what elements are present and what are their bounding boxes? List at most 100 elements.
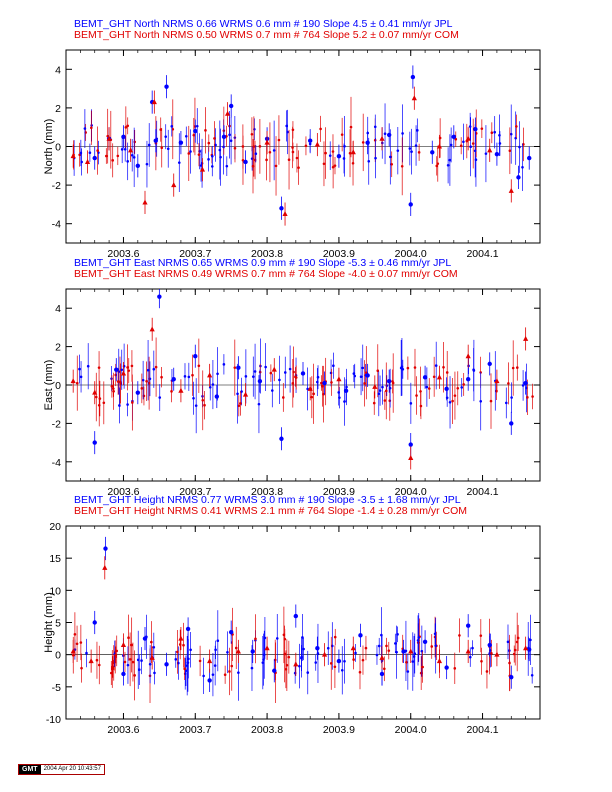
data-point [324, 151, 327, 155]
series-point [142, 199, 148, 205]
data-point [367, 160, 371, 163]
data-point [145, 379, 148, 383]
series-point [336, 376, 342, 382]
data-point [406, 670, 410, 673]
data-point [198, 659, 202, 663]
data-point [97, 663, 101, 667]
series-point [436, 658, 443, 664]
data-point [326, 646, 330, 650]
data-point [332, 364, 335, 368]
data-point [442, 365, 445, 369]
series-point [465, 623, 471, 628]
series-point [92, 620, 97, 625]
series-point [473, 126, 478, 132]
series-point [293, 613, 299, 619]
data-point [333, 164, 337, 167]
data-point [531, 395, 534, 398]
data-point [480, 659, 483, 663]
legend-entry: BEMT_GHT North NRMS 0.66 WRMS 0.6 mm # 1… [74, 18, 453, 30]
series-point [343, 388, 349, 393]
x-tick-label: 2003.8 [251, 248, 283, 260]
data-point [515, 366, 519, 369]
series-point [272, 668, 277, 673]
data-point [390, 162, 394, 166]
series-point [70, 153, 76, 159]
data-point [321, 384, 324, 388]
data-point [274, 164, 278, 168]
data-point [372, 401, 376, 405]
series-point [171, 377, 176, 382]
series-point [70, 378, 76, 384]
data-point [291, 146, 294, 149]
data-point [349, 125, 353, 129]
series-point [193, 128, 198, 134]
data-point [211, 383, 215, 386]
data-point [373, 125, 377, 129]
x-tick-label: 2004.1 [466, 486, 498, 498]
data-point [377, 644, 381, 648]
data-point [400, 365, 404, 369]
data-point [468, 125, 472, 128]
series-point [408, 202, 413, 207]
data-point [385, 384, 389, 387]
x-tick-label: 2004.0 [395, 248, 427, 260]
data-point [298, 664, 301, 668]
data-point [432, 375, 436, 379]
data-point [250, 666, 254, 670]
data-point [191, 373, 194, 377]
data-point [115, 649, 119, 653]
data-point [268, 150, 272, 154]
series-point [422, 639, 428, 644]
x-tick-label: 2003.7 [179, 486, 211, 498]
data-point [283, 652, 286, 656]
data-point [104, 154, 108, 158]
series-point [221, 134, 227, 140]
series-point [315, 646, 320, 651]
data-point [197, 364, 201, 368]
data-point [160, 146, 164, 149]
legend-entry: BEMT_GHT East NRMS 0.49 WRMS 0.7 mm # 76… [74, 268, 458, 280]
data-point [445, 371, 449, 374]
data-point [257, 402, 261, 406]
data-point [286, 130, 289, 134]
series-point [228, 629, 234, 635]
data-point [509, 132, 513, 136]
y-tick-label: 0 [55, 380, 61, 392]
data-point [120, 368, 124, 372]
data-point [435, 164, 439, 168]
data-point [128, 658, 132, 661]
data-point [462, 383, 465, 386]
series-point [92, 389, 98, 395]
y-tick-label: 4 [55, 64, 61, 76]
data-point [118, 404, 121, 407]
series-point [494, 152, 500, 157]
series-point [516, 175, 521, 180]
series-point [264, 645, 270, 651]
series-point [494, 378, 500, 384]
data-point [187, 152, 191, 155]
y-tick-label: 4 [55, 303, 61, 315]
series-point [350, 645, 356, 651]
data-point [171, 127, 175, 131]
data-point [126, 663, 130, 667]
x-tick-label: 2004.0 [395, 724, 427, 736]
series-point [228, 103, 234, 109]
data-point [516, 636, 520, 640]
data-point [150, 640, 153, 644]
y-tick-label: -4 [52, 457, 61, 469]
series-point [199, 166, 206, 172]
data-point [98, 397, 102, 400]
series-point [336, 153, 342, 159]
data-point [314, 661, 318, 664]
y-tick-label: -10 [46, 714, 61, 726]
series-point [527, 155, 532, 161]
data-point [270, 389, 274, 392]
data-point [88, 151, 92, 155]
data-point [147, 143, 151, 147]
data-point [285, 663, 289, 667]
x-tick-label: 2003.6 [107, 486, 139, 498]
data-point [343, 145, 346, 148]
data-point [446, 164, 450, 167]
series-point [408, 648, 414, 654]
data-point [304, 144, 308, 148]
